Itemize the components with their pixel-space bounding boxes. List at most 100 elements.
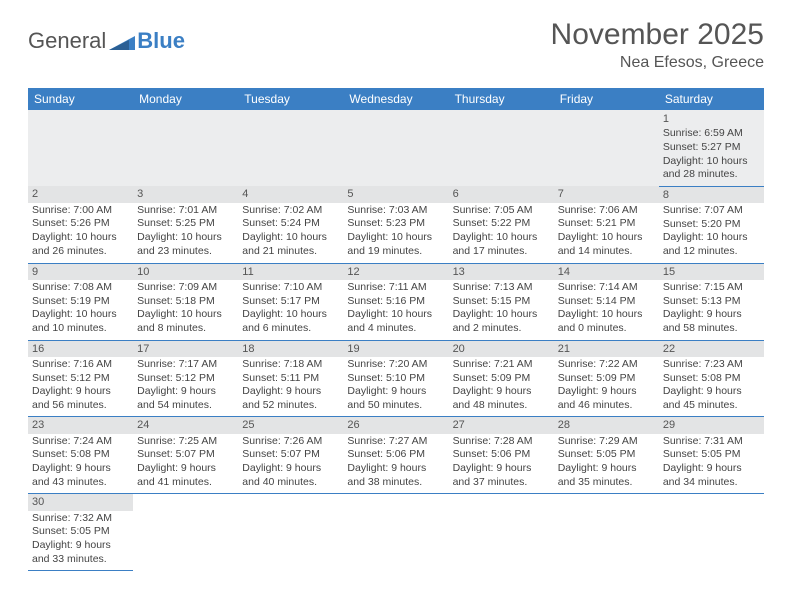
daylight-text: Daylight: 9 hours and 58 minutes.	[663, 308, 760, 335]
calendar-blank	[343, 110, 448, 186]
day-number: 28	[554, 417, 659, 433]
calendar-blank	[554, 110, 659, 186]
daylight-text: Daylight: 9 hours and 33 minutes.	[32, 539, 129, 566]
sunset-text: Sunset: 5:25 PM	[137, 217, 234, 231]
sunset-text: Sunset: 5:12 PM	[32, 372, 129, 386]
logo-text-2: Blue	[137, 28, 185, 54]
calendar-blank	[238, 110, 343, 186]
calendar-row: 30Sunrise: 7:32 AMSunset: 5:05 PMDayligh…	[28, 494, 764, 571]
sunset-text: Sunset: 5:05 PM	[32, 525, 129, 539]
daylight-text: Daylight: 10 hours and 28 minutes.	[663, 155, 760, 182]
sunset-text: Sunset: 5:22 PM	[453, 217, 550, 231]
sunset-text: Sunset: 5:21 PM	[558, 217, 655, 231]
sunrise-text: Sunrise: 7:26 AM	[242, 435, 339, 449]
calendar-day: 26Sunrise: 7:27 AMSunset: 5:06 PMDayligh…	[343, 417, 448, 494]
logo-triangle-icon	[109, 32, 135, 50]
sunrise-text: Sunrise: 7:13 AM	[453, 281, 550, 295]
sunset-text: Sunset: 5:19 PM	[32, 295, 129, 309]
calendar-blank	[133, 494, 238, 571]
sunset-text: Sunset: 5:06 PM	[453, 448, 550, 462]
day-number: 17	[133, 341, 238, 357]
daylight-text: Daylight: 10 hours and 10 minutes.	[32, 308, 129, 335]
sunrise-text: Sunrise: 7:05 AM	[453, 204, 550, 218]
calendar-day: 5 Sunrise: 7:03 AMSunset: 5:23 PMDaylight…	[343, 186, 448, 263]
sunrise-text: Sunrise: 7:08 AM	[32, 281, 129, 295]
daylight-text: Daylight: 10 hours and 12 minutes.	[663, 231, 760, 258]
day-number: 14	[554, 264, 659, 280]
daylight-text: Daylight: 9 hours and 45 minutes.	[663, 385, 760, 412]
calendar-day: 25Sunrise: 7:26 AMSunset: 5:07 PMDayligh…	[238, 417, 343, 494]
calendar-day: 28Sunrise: 7:29 AMSunset: 5:05 PMDayligh…	[554, 417, 659, 494]
sunset-text: Sunset: 5:12 PM	[137, 372, 234, 386]
sunset-text: Sunset: 5:07 PM	[242, 448, 339, 462]
day-number: 26	[343, 417, 448, 433]
sunrise-text: Sunrise: 7:11 AM	[347, 281, 444, 295]
calendar-day: 23Sunrise: 7:24 AMSunset: 5:08 PMDayligh…	[28, 417, 133, 494]
day-number: 5	[343, 186, 448, 202]
daylight-text: Daylight: 9 hours and 48 minutes.	[453, 385, 550, 412]
day-number: 21	[554, 341, 659, 357]
day-number: 29	[659, 417, 764, 433]
weekday-header: Monday	[133, 88, 238, 110]
day-number: 24	[133, 417, 238, 433]
sunset-text: Sunset: 5:26 PM	[32, 217, 129, 231]
day-number: 1	[663, 112, 760, 127]
daylight-text: Daylight: 10 hours and 17 minutes.	[453, 231, 550, 258]
daylight-text: Daylight: 9 hours and 34 minutes.	[663, 462, 760, 489]
day-number: 2	[28, 186, 133, 202]
calendar-row: 23Sunrise: 7:24 AMSunset: 5:08 PMDayligh…	[28, 417, 764, 494]
day-number: 18	[238, 341, 343, 357]
sunrise-text: Sunrise: 7:00 AM	[32, 204, 129, 218]
calendar-day: 7Sunrise: 7:06 AMSunset: 5:21 PMDaylight…	[554, 186, 659, 263]
daylight-text: Daylight: 9 hours and 54 minutes.	[137, 385, 234, 412]
calendar-day: 20Sunrise: 7:21 AMSunset: 5:09 PMDayligh…	[449, 340, 554, 417]
sunset-text: Sunset: 5:07 PM	[137, 448, 234, 462]
day-number: 13	[449, 264, 554, 280]
calendar-day: 10Sunrise: 7:09 AMSunset: 5:18 PMDayligh…	[133, 263, 238, 340]
sunset-text: Sunset: 5:08 PM	[663, 372, 760, 386]
daylight-text: Daylight: 10 hours and 21 minutes.	[242, 231, 339, 258]
day-number: 25	[238, 417, 343, 433]
sunset-text: Sunset: 5:15 PM	[453, 295, 550, 309]
sunrise-text: Sunrise: 7:10 AM	[242, 281, 339, 295]
calendar-day: 19Sunrise: 7:20 AMSunset: 5:10 PMDayligh…	[343, 340, 448, 417]
calendar-day: 13Sunrise: 7:13 AMSunset: 5:15 PMDayligh…	[449, 263, 554, 340]
sunset-text: Sunset: 5:05 PM	[558, 448, 655, 462]
weekday-row: Sunday Monday Tuesday Wednesday Thursday…	[28, 88, 764, 110]
calendar-day: 18Sunrise: 7:18 AMSunset: 5:11 PMDayligh…	[238, 340, 343, 417]
sunrise-text: Sunrise: 7:09 AM	[137, 281, 234, 295]
calendar-blank	[449, 110, 554, 186]
calendar-day: 27Sunrise: 7:28 AMSunset: 5:06 PMDayligh…	[449, 417, 554, 494]
sunrise-text: Sunrise: 7:07 AM	[663, 204, 760, 218]
calendar-blank	[449, 494, 554, 571]
sunset-text: Sunset: 5:10 PM	[347, 372, 444, 386]
sunset-text: Sunset: 5:13 PM	[663, 295, 760, 309]
title-block: November 2025 Nea Efesos, Greece	[551, 18, 764, 72]
calendar-day: 12Sunrise: 7:11 AMSunset: 5:16 PMDayligh…	[343, 263, 448, 340]
sunrise-text: Sunrise: 7:01 AM	[137, 204, 234, 218]
weekday-header: Tuesday	[238, 88, 343, 110]
weekday-header: Friday	[554, 88, 659, 110]
calendar-day: 24Sunrise: 7:25 AMSunset: 5:07 PMDayligh…	[133, 417, 238, 494]
daylight-text: Daylight: 10 hours and 26 minutes.	[32, 231, 129, 258]
day-number: 16	[28, 341, 133, 357]
calendar-blank	[659, 494, 764, 571]
calendar-day: 4Sunrise: 7:02 AMSunset: 5:24 PMDaylight…	[238, 186, 343, 263]
daylight-text: Daylight: 9 hours and 46 minutes.	[558, 385, 655, 412]
calendar-blank	[238, 494, 343, 571]
sunrise-text: Sunrise: 7:03 AM	[347, 204, 444, 218]
sunrise-text: Sunrise: 6:59 AM	[663, 127, 760, 141]
day-number: 4	[238, 186, 343, 202]
weekday-header: Saturday	[659, 88, 764, 110]
sunset-text: Sunset: 5:23 PM	[347, 217, 444, 231]
daylight-text: Daylight: 10 hours and 19 minutes.	[347, 231, 444, 258]
day-number: 10	[133, 264, 238, 280]
calendar-row: 9Sunrise: 7:08 AMSunset: 5:19 PMDaylight…	[28, 263, 764, 340]
location: Nea Efesos, Greece	[551, 54, 764, 72]
day-number: 7	[554, 186, 659, 202]
day-number: 6	[449, 186, 554, 202]
day-number: 20	[449, 341, 554, 357]
calendar-day: 30Sunrise: 7:32 AMSunset: 5:05 PMDayligh…	[28, 494, 133, 571]
daylight-text: Daylight: 10 hours and 4 minutes.	[347, 308, 444, 335]
calendar-day: 16Sunrise: 7:16 AMSunset: 5:12 PMDayligh…	[28, 340, 133, 417]
